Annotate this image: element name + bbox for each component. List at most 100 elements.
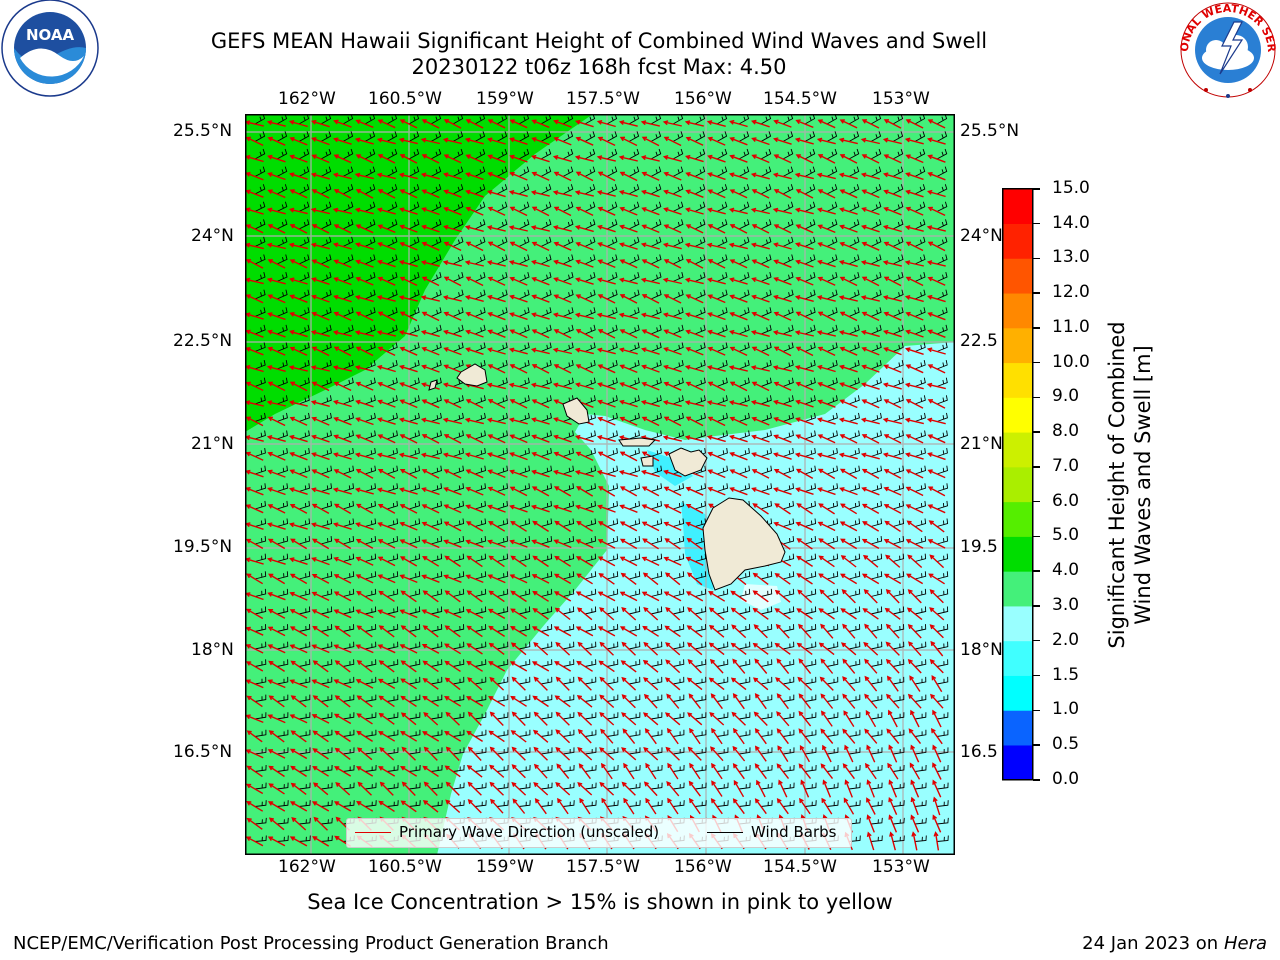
wind-barb bbox=[914, 236, 926, 247]
wave-arrow bbox=[882, 382, 902, 390]
wave-arrow bbox=[355, 276, 374, 286]
wave-arrow bbox=[707, 312, 726, 321]
colorbar-tick bbox=[1033, 257, 1040, 259]
wind-barb bbox=[738, 571, 751, 580]
wave-arrow bbox=[842, 676, 856, 692]
wave-arrow bbox=[795, 311, 814, 322]
wave-arrow bbox=[488, 625, 505, 637]
wave-arrow bbox=[289, 626, 308, 637]
wind-barb bbox=[782, 782, 795, 790]
wave-arrow bbox=[443, 311, 462, 321]
wave-arrow bbox=[443, 487, 462, 496]
wave-arrow bbox=[709, 712, 725, 726]
wind-barb bbox=[892, 360, 904, 370]
wind-barb bbox=[518, 430, 530, 440]
wind-barb bbox=[848, 236, 860, 247]
colorbar-bin bbox=[1002, 640, 1033, 676]
wind-barb bbox=[606, 324, 618, 335]
wave-arrow bbox=[355, 311, 374, 322]
wind-barb bbox=[892, 536, 905, 545]
wave-arrow bbox=[621, 781, 636, 796]
colorbar-tick bbox=[1033, 500, 1040, 503]
wind-barb bbox=[342, 271, 354, 282]
wave-arrow bbox=[860, 137, 880, 145]
wave-arrow bbox=[794, 172, 814, 180]
wave-arrow bbox=[489, 676, 505, 691]
wind-barb bbox=[804, 166, 816, 177]
wave-arrow bbox=[245, 294, 264, 304]
wind-barb bbox=[716, 201, 728, 212]
wind-barb bbox=[474, 465, 486, 475]
colorbar-tick bbox=[1033, 396, 1040, 399]
lon-tick-top-4: 157.5°W bbox=[566, 89, 640, 109]
wind-barb bbox=[628, 694, 641, 702]
wind-barb bbox=[760, 465, 772, 475]
wave-arrow bbox=[819, 676, 834, 691]
wave-arrow bbox=[883, 329, 902, 338]
wave-arrow bbox=[420, 260, 440, 267]
wave-arrow bbox=[816, 172, 836, 180]
wind-barb bbox=[342, 659, 355, 667]
wind-barb bbox=[892, 500, 904, 510]
wind-barb bbox=[254, 342, 266, 352]
wind-barb bbox=[364, 395, 376, 405]
wave-arrow bbox=[732, 745, 746, 762]
wave-arrow bbox=[751, 434, 770, 443]
wind-barb bbox=[562, 448, 574, 457]
wind-barb bbox=[672, 483, 684, 492]
wave-arrow bbox=[531, 451, 550, 461]
wind-barb bbox=[584, 201, 596, 212]
wave-arrow bbox=[883, 347, 902, 356]
wind-barb bbox=[738, 236, 750, 247]
wind-barb bbox=[320, 782, 333, 790]
wave-arrow bbox=[927, 137, 946, 145]
wave-arrow bbox=[619, 224, 638, 233]
wave-arrow bbox=[311, 591, 330, 602]
wave-arrow bbox=[398, 260, 418, 268]
colorbar-tick bbox=[1033, 222, 1040, 225]
wind-barb bbox=[606, 131, 618, 142]
wave-arrow bbox=[688, 797, 701, 815]
wind-barb bbox=[738, 271, 750, 282]
wind-barb bbox=[892, 729, 905, 737]
wave-arrow bbox=[399, 521, 418, 531]
wave-arrow bbox=[729, 189, 748, 199]
wind-barb bbox=[430, 553, 443, 562]
wind-barb bbox=[672, 342, 684, 352]
wave-arrow bbox=[907, 623, 922, 639]
wind-barb bbox=[914, 395, 926, 405]
wave-arrow bbox=[489, 711, 504, 726]
wind-barb bbox=[276, 184, 288, 195]
footer-date-text: 24 Jan 2023 on bbox=[1082, 933, 1224, 954]
wind-barb bbox=[452, 184, 464, 195]
wind-barb bbox=[760, 764, 773, 772]
wave-arrow bbox=[533, 746, 548, 761]
wave-arrow bbox=[597, 521, 616, 532]
wave-arrow bbox=[356, 766, 374, 777]
wave-arrow bbox=[927, 399, 946, 409]
lon-tick-top-7: 153°W bbox=[872, 89, 930, 109]
wind-barb bbox=[342, 624, 355, 632]
colorbar-bin bbox=[1002, 188, 1033, 225]
wave-arrow bbox=[596, 190, 616, 197]
wave-arrow bbox=[443, 574, 462, 583]
wind-barb bbox=[914, 412, 926, 422]
wave-arrow bbox=[861, 538, 880, 550]
wave-arrow bbox=[796, 555, 813, 567]
wind-barb bbox=[650, 324, 662, 335]
wind-barb bbox=[540, 676, 553, 685]
wave-arrow bbox=[685, 259, 704, 269]
wind-barb bbox=[540, 395, 552, 405]
wave-arrow bbox=[354, 295, 374, 303]
wave-arrow bbox=[662, 155, 682, 162]
wave-arrow bbox=[509, 399, 528, 409]
wave-arrow bbox=[377, 189, 396, 199]
wave-arrow bbox=[752, 607, 769, 620]
wave-arrow bbox=[686, 572, 703, 586]
wave-arrow bbox=[465, 486, 484, 496]
wind-barb bbox=[298, 395, 310, 405]
wind-barb bbox=[320, 676, 333, 685]
wind-barb bbox=[518, 271, 530, 282]
colorbar-tick-label: 9.0 bbox=[1052, 386, 1080, 407]
wave-arrow bbox=[866, 814, 875, 833]
